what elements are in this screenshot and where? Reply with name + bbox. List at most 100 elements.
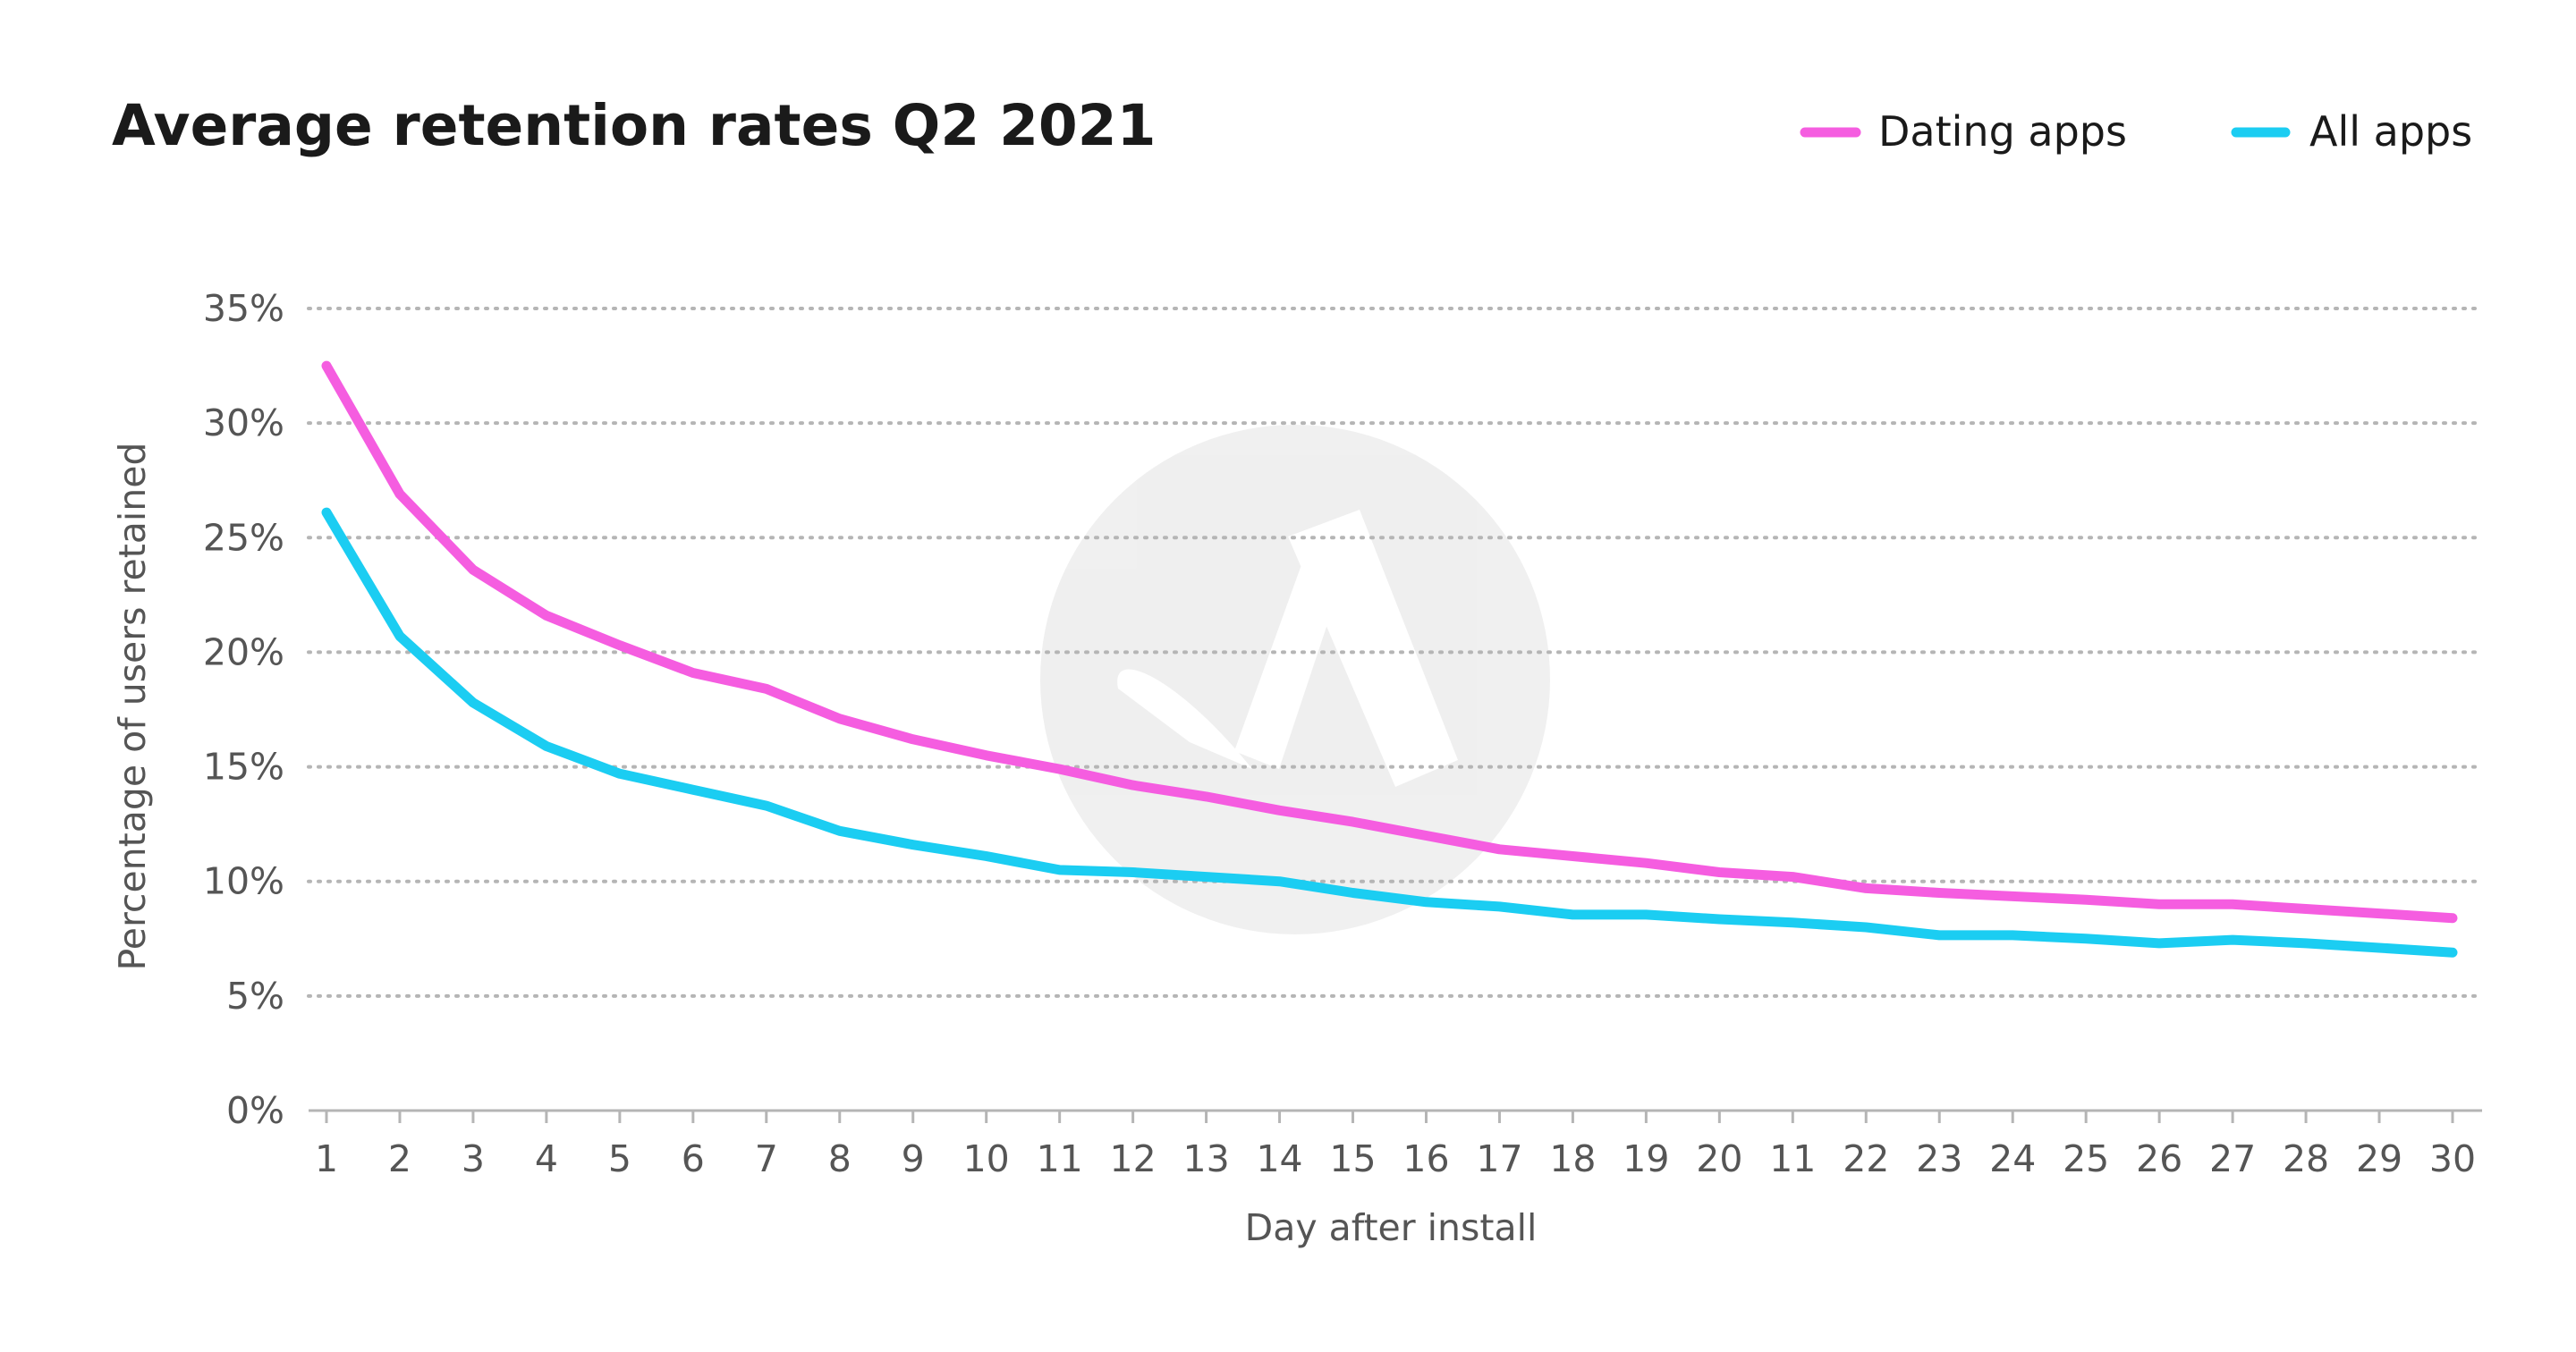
data-point-all-apps <box>1937 933 1942 937</box>
series-line-dating-apps <box>321 360 2458 924</box>
data-point-dating-apps <box>1791 875 1795 879</box>
x-tick-label: 16 <box>1402 1137 1449 1180</box>
data-point-dating-apps <box>1204 794 1208 799</box>
x-tick-label: 6 <box>682 1137 705 1180</box>
y-tick-label: 10% <box>203 860 284 903</box>
data-point-dating-apps <box>1497 847 1502 851</box>
data-point-dating-apps <box>1057 767 1062 772</box>
data-point-all-apps <box>1717 917 1722 922</box>
series-line-all-apps <box>321 507 2458 958</box>
data-point-dating-apps <box>2377 911 2382 916</box>
x-tick-label: 17 <box>1476 1137 1522 1180</box>
data-point-all-apps <box>617 772 622 776</box>
data-point-all-apps <box>544 744 548 748</box>
data-point-all-apps <box>1644 912 1648 917</box>
y-tick-label: 5% <box>226 975 284 1018</box>
data-point-all-apps <box>1351 891 1355 895</box>
data-point-dating-apps <box>2084 898 2089 902</box>
y-axis-label: Percentage of users retained <box>111 442 154 970</box>
x-tick-label: 19 <box>1623 1137 1669 1180</box>
x-tick-label: 23 <box>1916 1137 1962 1180</box>
x-tick-label: 7 <box>755 1137 778 1180</box>
data-point-dating-apps <box>911 737 915 741</box>
y-tick-label: 0% <box>226 1089 284 1132</box>
data-point-all-apps <box>837 829 842 833</box>
data-point-all-apps <box>911 842 915 847</box>
data-point-dating-apps <box>544 613 548 618</box>
x-tick-label: 24 <box>1989 1137 2036 1180</box>
x-tick-label: 18 <box>1549 1137 1596 1180</box>
x-tick-label: 11 <box>1037 1137 1083 1180</box>
data-point-all-apps <box>2451 951 2454 955</box>
data-point-all-apps <box>1571 912 1575 917</box>
chart-title: Average retention rates Q2 2021 <box>112 93 1156 158</box>
data-point-dating-apps <box>1644 861 1648 866</box>
data-point-dating-apps <box>617 643 622 647</box>
data-point-all-apps <box>2084 936 2089 941</box>
data-point-dating-apps <box>1131 783 1135 788</box>
data-point-dating-apps <box>1717 870 1722 875</box>
y-tick-label: 35% <box>203 287 284 330</box>
data-point-all-apps <box>1791 920 1795 925</box>
data-point-all-apps <box>1204 875 1208 879</box>
x-tick-label: 26 <box>2136 1137 2182 1180</box>
data-point-dating-apps <box>1864 886 1868 891</box>
legend-label-dating-apps: Dating apps <box>1878 107 2127 156</box>
legend-label-all-apps: All apps <box>2309 107 2472 156</box>
data-point-all-apps <box>2011 933 2015 937</box>
data-point-all-apps <box>2304 941 2309 945</box>
data-point-all-apps <box>691 788 695 792</box>
series-lines <box>321 360 2458 958</box>
data-point-all-apps <box>2231 938 2235 942</box>
y-axis-ticks: 0% 5% 10% 15% 20% 25% 30% 35% <box>203 287 284 1132</box>
data-point-dating-apps <box>325 364 328 368</box>
data-point-dating-apps <box>2157 902 2162 907</box>
data-point-dating-apps <box>2451 916 2454 920</box>
data-point-dating-apps <box>470 568 475 572</box>
legend: Dating apps All apps <box>1800 107 2472 156</box>
x-tick-label: 20 <box>1696 1137 1742 1180</box>
legend-item-all-apps: All apps <box>2231 107 2472 156</box>
data-point-dating-apps <box>1277 808 1282 813</box>
x-tick-label: 29 <box>2356 1137 2402 1180</box>
x-tick-label: 9 <box>902 1137 925 1180</box>
data-point-all-apps <box>1277 879 1282 883</box>
x-tick-label: 1 <box>315 1137 338 1180</box>
x-tick-label: 5 <box>608 1137 631 1180</box>
data-point-dating-apps <box>397 492 402 496</box>
data-point-dating-apps <box>691 671 695 675</box>
gridlines <box>307 307 2484 998</box>
data-point-all-apps <box>1131 870 1135 875</box>
x-tick-label: 27 <box>2209 1137 2256 1180</box>
data-point-dating-apps <box>1571 854 1575 858</box>
x-axis-label: Day after install <box>1245 1206 1538 1249</box>
data-point-all-apps <box>1424 900 1428 904</box>
x-tick-label: 11 <box>1769 1137 1816 1180</box>
data-point-dating-apps <box>984 753 988 757</box>
data-point-all-apps <box>470 700 475 705</box>
data-point-all-apps <box>2157 941 2162 945</box>
x-tick-label: 28 <box>2283 1137 2329 1180</box>
x-tick-label: 14 <box>1256 1137 1302 1180</box>
data-point-all-apps <box>764 804 768 808</box>
data-point-dating-apps <box>2011 894 2015 899</box>
data-point-dating-apps <box>764 687 768 691</box>
data-point-all-apps <box>1864 925 1868 929</box>
data-point-all-apps <box>325 511 328 515</box>
data-point-dating-apps <box>837 716 842 721</box>
x-tick-label: 22 <box>1843 1137 1889 1180</box>
data-point-dating-apps <box>1351 820 1355 824</box>
brand-watermark-icon <box>1040 425 1550 934</box>
data-point-all-apps <box>397 634 402 638</box>
x-tick-label: 4 <box>535 1137 558 1180</box>
data-point-all-apps <box>1057 867 1062 872</box>
x-tick-label: 12 <box>1110 1137 1157 1180</box>
y-tick-label: 20% <box>203 630 284 673</box>
x-tick-label: 2 <box>388 1137 411 1180</box>
x-tick-label: 8 <box>828 1137 852 1180</box>
data-point-dating-apps <box>1937 891 1942 895</box>
data-point-all-apps <box>2377 946 2382 951</box>
x-axis-ticks: 1 2 3 4 5 6 7 8 9 10 11 12 13 14 15 16 17 18 19 20 11 22 23 24 2… <box>315 1111 2476 1180</box>
y-tick-label: 30% <box>203 401 284 444</box>
